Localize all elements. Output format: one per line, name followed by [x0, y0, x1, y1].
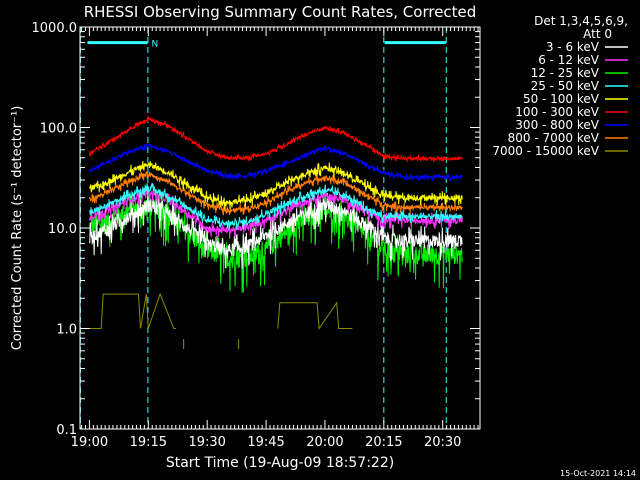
y-tick-label: 100.0: [40, 122, 77, 137]
y-tick-label: 0.1: [56, 423, 77, 438]
legend-label-6-12-kev: 6 - 12 keV: [538, 53, 600, 67]
x-tick-label: 19:45: [247, 435, 284, 450]
y-axis-label: Corrected Count Rate (s⁻¹ detector⁻¹): [10, 106, 25, 351]
series-line-7000-15000-kev: [87, 292, 353, 330]
legend-label-3-6-kev: 3 - 6 keV: [546, 40, 600, 54]
x-tick-label: 19:15: [130, 435, 167, 450]
x-axis: 19:00 19:15 19:30 19:45 20:00 20:15 20:30: [71, 27, 479, 450]
legend-label-7000-15000-kev: 7000 - 15000 keV: [492, 144, 599, 158]
x-tick-label: 19:00: [71, 435, 108, 450]
x-axis-label: Start Time (19-Aug-09 18:57:22): [166, 455, 394, 471]
legend-label-12-25-kev: 12 - 25 keV: [531, 66, 600, 80]
series-line-25-50-kev: [88, 182, 463, 231]
series-line-800-7000-kev: [88, 170, 463, 216]
series-line-300-800-kev: [88, 143, 463, 182]
timestamp: 15-Oct-2021 14:14: [560, 469, 636, 478]
legend-label-50-100-kev: 50 - 100 keV: [523, 92, 600, 106]
plot-area: N: [79, 27, 463, 429]
legend-label-25-50-kev: 25 - 50 keV: [531, 79, 600, 93]
y-tick-label: 1000.0: [32, 21, 78, 36]
series-line-50-100-kev: [89, 160, 463, 210]
legend-label-300-800-kev: 300 - 800 keV: [515, 118, 599, 132]
legend-header-line-1: Det 1,3,4,5,6,9,: [534, 14, 628, 28]
x-tick-label: 20:15: [365, 435, 402, 450]
y-tick-label: 10.0: [48, 222, 77, 237]
y-tick-label: 1.0: [56, 323, 77, 338]
flag-label: N: [151, 40, 158, 50]
legend-label-100-300-kev: 100 - 300 keV: [515, 105, 599, 119]
x-tick-label: 19:30: [188, 435, 225, 450]
series-line-3-6-kev: [88, 191, 463, 269]
series-line-100-300-kev: [88, 116, 463, 163]
legend-label-800-7000-kev: 800 - 7000 keV: [508, 131, 600, 145]
legend-header-line-2: Att 0: [583, 27, 612, 41]
chart-title: RHESSI Observing Summary Count Rates, Co…: [84, 3, 477, 21]
x-tick-label: 20:30: [424, 435, 461, 450]
y-axis: 0.1 1.0 10.0 100.0 1000.0: [32, 21, 480, 438]
x-tick-label: 20:00: [306, 435, 343, 450]
